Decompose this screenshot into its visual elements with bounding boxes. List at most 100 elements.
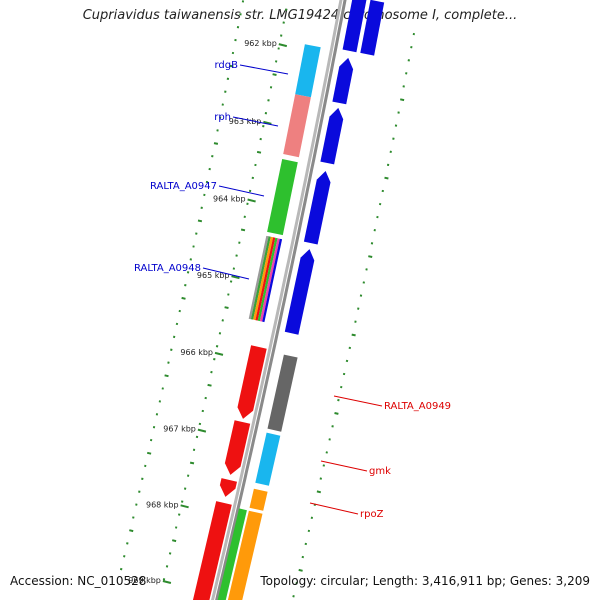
gene-bottom-orange [227, 510, 263, 600]
ring-tick [295, 581, 298, 585]
ring-tick [172, 335, 176, 339]
ring-tick [171, 539, 177, 543]
ring-tick [175, 322, 179, 326]
kbp-tick-label: 967 kbp [163, 425, 196, 434]
kbp-tick-label: 964 kbp [213, 195, 246, 204]
ring-tick [146, 451, 152, 455]
gene-label-rph[interactable]: rph [214, 112, 231, 123]
ring-tick [240, 228, 246, 232]
gene-rph-pink [283, 94, 311, 158]
ring-tick [204, 396, 207, 400]
gene-gmk-cyan [255, 432, 281, 486]
ring-tick [170, 348, 173, 351]
gene-0949-gray [267, 354, 298, 432]
gene-labels: rdgB rph RALTA_A0947 RALTA_A0948 RALTA_A0949… [134, 60, 451, 520]
kbp-tick-label: 969 kbp [128, 576, 161, 585]
ring-tick [213, 142, 219, 145]
ring-tick [167, 361, 170, 364]
gene-0948-stripe [257, 237, 278, 322]
ring-tick [210, 370, 213, 374]
gene-block-top-blue [342, 0, 367, 53]
ring-tick [325, 451, 328, 454]
ring-tick [399, 98, 405, 102]
gene-label-ralta_a0948[interactable]: RALTA_A0948 [134, 263, 201, 274]
gene-bottom-green [217, 508, 247, 600]
kbp-tick-mark [214, 351, 224, 356]
ring-tick [221, 319, 224, 322]
ring-tick [345, 359, 349, 363]
ring-tick [301, 555, 305, 559]
topology-text: Topology: circular; Length: 3,416,911 bp… [260, 574, 590, 588]
kbp-tick-mark [162, 580, 172, 584]
gene-0948-stripe [255, 237, 276, 321]
gene-label-ralta_a0949[interactable]: RALTA_A0949 [384, 401, 451, 412]
gene-red-bottom [192, 501, 232, 600]
kbp-scale: 962 kbp 963 kbp 964 kbp 965 kbp 966 kbp 967 k… [128, 39, 288, 585]
ring-tick [198, 422, 202, 426]
kbp-tick-mark [247, 198, 256, 203]
chromosome-backbone [210, 0, 347, 600]
kbp-tick-mark [197, 428, 207, 433]
kbp-tick-label: 968 kbp [146, 500, 179, 509]
ring-tick [181, 296, 186, 300]
gene-0949-red [237, 345, 267, 419]
gene-label-rpoz[interactable]: rpoZ [360, 509, 384, 520]
ring-tick [224, 306, 229, 309]
kbp-tick-label: 963 kbp [229, 117, 262, 126]
gene-rdgB-cyan [295, 44, 321, 98]
gene-leader-line [202, 267, 250, 280]
gene-leader-line [320, 460, 368, 472]
gene-rpoZ-red [219, 478, 237, 497]
backbone-outer-line [210, 0, 343, 600]
gene-0948-blue [284, 249, 315, 335]
gene-gmk-red [224, 420, 251, 475]
kbp-tick-mark [278, 43, 288, 48]
ring-tick [177, 513, 181, 516]
ring-tick [119, 567, 123, 571]
gene-features[interactable] [192, 0, 385, 600]
ring-tick [129, 529, 134, 533]
gene-leader-line [239, 64, 289, 75]
ring-tick [313, 503, 317, 506]
kbp-tick-label: 965 kbp [197, 271, 230, 280]
ring-tick [357, 307, 360, 310]
ring-tick [197, 219, 203, 223]
ring-tick [384, 176, 389, 180]
ring-tick [298, 568, 303, 572]
gene-rdgB-blue [332, 57, 354, 105]
gene-label-rdgb[interactable]: rdgB [215, 60, 239, 71]
ring-tick [126, 542, 129, 545]
gene-label-gmk[interactable]: gmk [369, 466, 391, 477]
gene-0948-stripe [253, 236, 274, 321]
ring-tick [272, 73, 277, 76]
gene-block-top-outer [360, 0, 385, 56]
kbp-tick-mark [231, 275, 240, 280]
gene-rph-blue [320, 107, 344, 165]
ring-tick [304, 542, 308, 546]
gene-label-ralta_a0947[interactable]: RALTA_A0947 [150, 181, 217, 192]
gene-leader-line [218, 185, 265, 197]
ring-tick [178, 309, 181, 313]
kbp-tick-mark [263, 120, 272, 125]
ring-tick [215, 345, 219, 348]
ring-tick [334, 412, 339, 415]
gene-leader-line [232, 116, 279, 127]
ring-tick [165, 565, 169, 568]
ring-tick [164, 374, 169, 378]
accession-text: Accession: NC_010528 [10, 574, 147, 588]
kbp-tick-mark [180, 504, 189, 509]
gene-0948-stripe [248, 235, 269, 320]
ring-tick [368, 255, 373, 258]
gene-0948-stripe [259, 238, 280, 322]
dotted-tick-rings [119, 0, 416, 598]
kbp-tick-label: 962 kbp [244, 39, 277, 48]
gene-0947-green [267, 159, 298, 236]
backbone-inner-line [215, 0, 347, 600]
kbp-tick-label: 966 kbp [180, 348, 213, 357]
gene-0948-stripe [250, 236, 271, 320]
gene-0947-blue [303, 171, 331, 245]
map-title: Cupriavidus taiwanensis str. LMG19424 ch… [82, 8, 518, 23]
ring-tick [207, 383, 212, 387]
gene-0948-stripe [262, 238, 283, 323]
